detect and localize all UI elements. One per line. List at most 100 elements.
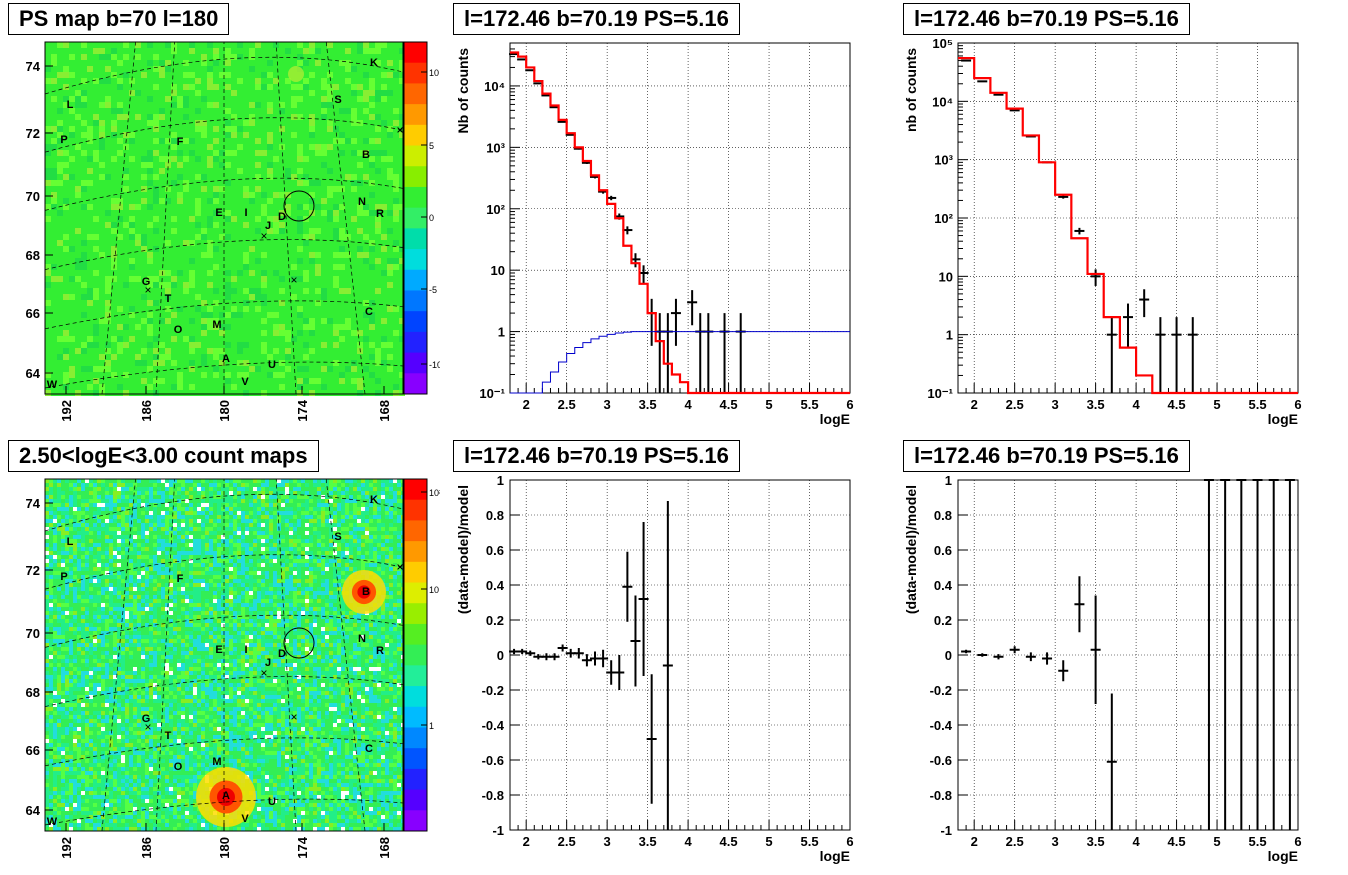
map-source-label: I <box>244 644 247 656</box>
map-lon-tick-label: 192 <box>59 400 74 422</box>
x-tick-label: 5 <box>1213 834 1220 849</box>
latitude-grid-line <box>44 798 404 826</box>
map-source-label: D <box>278 648 286 660</box>
colorbar-cell <box>404 352 427 374</box>
map-source-label: A <box>222 790 230 802</box>
map-source-label: T <box>165 293 172 305</box>
y-tick-label: 10² <box>486 202 505 217</box>
latitude-grid-line <box>44 177 404 211</box>
map-source-label: J <box>265 657 271 669</box>
map-lat-tick-label: 64 <box>26 366 41 381</box>
count-map-title: 2.50<logE<3.00 count maps <box>8 440 319 472</box>
x-tick-label: 6 <box>846 397 853 412</box>
latitude-grid-line <box>44 737 404 767</box>
map-source-label: P <box>60 571 67 583</box>
map-lon-tick-label: 192 <box>59 837 74 859</box>
y-tick-label: 10⁴ <box>932 94 953 109</box>
colorbar-cell <box>404 269 427 291</box>
map-lat-tick-label: 66 <box>26 743 40 758</box>
aux-model-line <box>510 331 850 394</box>
colorbar-cell <box>404 145 427 167</box>
map-source-label: W <box>47 816 58 828</box>
spectrum-right-chart: 2 2.5 3 3.5 4 4.5 5 5.5 6 10⁻¹ 1 10 10² 10³ 10⁴ 10⁵ logE… <box>903 36 1302 427</box>
x-tick-label: 2.5 <box>1006 397 1024 412</box>
y-tick-label: 10⁴ <box>484 79 505 94</box>
colorbar-cell <box>404 727 427 749</box>
y-tick-label: 1 <box>498 325 505 340</box>
x-tick-label: 2 <box>523 834 530 849</box>
map-source-label: N <box>358 196 366 208</box>
y-tick-label: 0.4 <box>486 578 505 593</box>
hot-source-core <box>217 788 235 806</box>
colorbar-cell <box>404 207 427 229</box>
ps-circle-marker <box>283 190 315 222</box>
map-lat-tick-label: 70 <box>26 189 40 204</box>
y-tick-label: -0.6 <box>930 753 952 768</box>
y-tick-label: -0.4 <box>482 718 505 733</box>
map-source-label: C <box>365 743 373 755</box>
x-axis-label: logE <box>1268 411 1298 427</box>
x-tick-label: 2.5 <box>558 834 576 849</box>
x-tick-label: 4 <box>684 834 692 849</box>
map-lat-tick-label: 72 <box>26 126 40 141</box>
y-tick-label: 10³ <box>934 153 953 168</box>
x-tick-label: 5 <box>765 834 772 849</box>
colorbar-cell <box>404 331 427 354</box>
map-source-label: D <box>278 211 286 223</box>
spectrum-right-title: l=172.46 b=70.19 PS=5.16 <box>903 3 1190 35</box>
colorbar-cell <box>404 104 427 126</box>
map-cross-marker: × <box>290 710 297 724</box>
y-tick-label: -0.8 <box>930 788 952 803</box>
x-tick-label: 4.5 <box>1168 834 1186 849</box>
map-source-label: U <box>268 796 276 808</box>
colorbar-cell <box>404 686 427 708</box>
colorbar-cell <box>404 644 427 666</box>
colorbar-cell <box>404 748 427 770</box>
map-cross-marker: × <box>260 229 267 243</box>
map-cross-marker: × <box>396 560 403 574</box>
y-axis-label: nb of counts <box>903 48 919 132</box>
map-cross-marker: × <box>260 666 267 680</box>
colorbar-frame <box>403 41 428 395</box>
colorbar-tick-label: 10 <box>429 585 439 595</box>
y-tick-label: 0.6 <box>934 543 952 558</box>
map-cross-marker: × <box>144 720 151 734</box>
x-tick-label: 4.5 <box>1168 397 1186 412</box>
y-axis-label: (data-model)/model <box>903 485 919 614</box>
y-tick-label: -0.2 <box>930 683 952 698</box>
model-line <box>958 57 1298 395</box>
colorbar-cell <box>404 623 427 646</box>
map-source-label: W <box>47 379 58 391</box>
x-tick-label: 2.5 <box>1006 834 1024 849</box>
map-source-label: A <box>222 353 230 365</box>
map-source-label: R <box>376 645 384 657</box>
colorbar-tick-label: 5 <box>429 141 434 151</box>
y-tick-label: 0.8 <box>486 508 504 523</box>
latitude-grid-line <box>44 56 404 95</box>
longitude-grid-line <box>275 478 297 832</box>
y-tick-label: 10² <box>934 211 953 226</box>
map-lon-tick-label: 180 <box>217 400 232 422</box>
x-axis-label: logE <box>1268 848 1298 864</box>
map-lat-tick-label: 74 <box>26 496 41 511</box>
map-source-label: U <box>268 359 276 371</box>
map-source-label: K <box>370 494 378 506</box>
y-tick-label: 1 <box>945 473 952 488</box>
colorbar-cell <box>404 62 427 84</box>
y-tick-label: 1 <box>497 473 504 488</box>
x-tick-label: 5 <box>765 397 772 412</box>
x-tick-label: 3 <box>1052 397 1059 412</box>
colorbar-cell <box>404 228 427 250</box>
ps-circle-marker <box>283 627 315 659</box>
x-tick-label: 6 <box>1294 834 1301 849</box>
x-tick-label: 5.5 <box>800 397 818 412</box>
map-source-label: N <box>358 633 366 645</box>
x-tick-label: 2 <box>523 397 530 412</box>
x-tick-label: 4 <box>1132 834 1140 849</box>
residual-right-title: l=172.46 b=70.19 PS=5.16 <box>903 440 1190 472</box>
map-source-label: F <box>177 573 184 585</box>
colorbar-cell <box>404 373 427 395</box>
colorbar-cell <box>404 499 427 521</box>
